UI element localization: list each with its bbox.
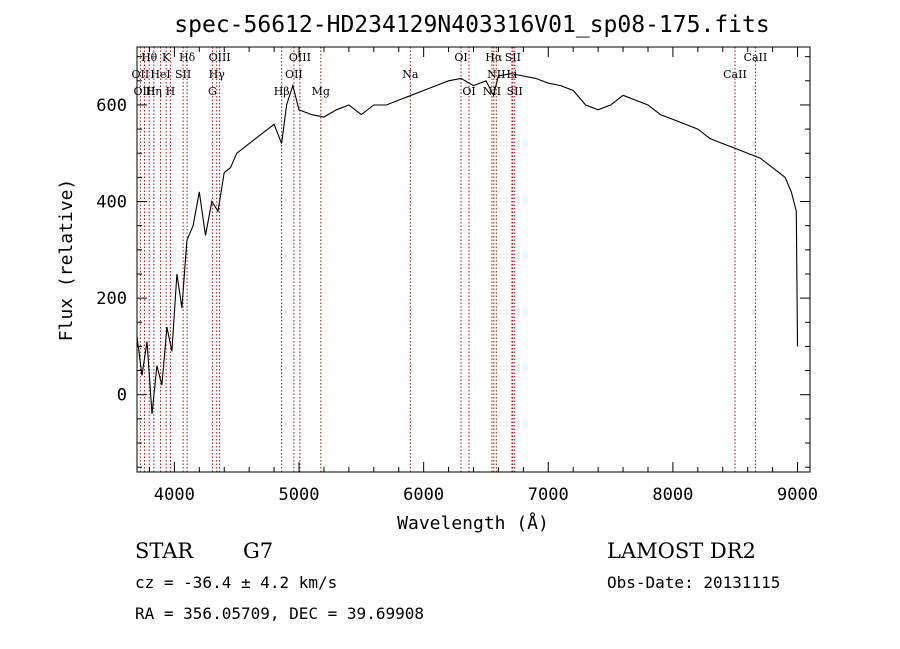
spectral-line-label: OIII [209,51,231,64]
spectral-line-label: Hα [485,51,503,64]
y-tick-label: 0 [117,386,127,406]
spectral-subclass: G7 [243,539,273,563]
spectral-line-label: Li [506,68,517,81]
plot-frame [136,46,811,473]
spectral-line-label: OII [285,68,303,81]
spectral-line-label: HeI [150,68,170,81]
redshift-cz: cz = -36.4 ± 4.2 km/s [135,573,337,592]
x-tick-label: 8000 [652,485,693,505]
x-axis-label: Wavelength (Å) [397,512,549,534]
spectral-line-label: OIII [289,51,311,64]
chart-title: spec-56612-HD234129N403316V01_sp08-175.f… [174,12,769,38]
spectral-line-label: Hδ [179,51,196,64]
spectral-line-label: Mg [312,85,330,98]
spectral-line-label: CaII [723,68,747,81]
spectral-line-label: K [162,51,171,64]
spectral-line-label: OIII [133,85,155,98]
spectral-line-label: SII [505,51,521,64]
spectrum-line [136,73,799,415]
coordinates: RA = 356.05709, DEC = 39.69908 [135,604,424,623]
spectral-line-label: SII [175,68,191,81]
spectral-line-markers [139,47,756,472]
spectral-line-label: Hγ [209,68,226,81]
x-tick-label: 9000 [777,485,818,505]
spectral-line-label: Na [402,68,419,81]
spectral-line-label: OI [454,51,467,64]
x-tick-label: 5000 [279,485,320,505]
y-tick-label: 600 [96,96,127,116]
spectral-line-label: Hη [146,85,162,98]
survey-name: LAMOST DR2 [607,539,756,563]
y-tick-label: 200 [96,289,127,309]
x-tick-label: 6000 [403,485,444,505]
x-axis: 4000 5000 6000 7000 8000 9000 [148,47,818,505]
object-class: STAR [135,539,194,563]
y-axis-label: Flux (relative) [56,179,77,342]
spectral-line-label: G [208,85,217,98]
spectral-line-label: CaII [744,51,768,64]
spectral-line-label: OI [462,85,475,98]
spectral-line-label: H [166,85,176,98]
spectral-line-label: NII [487,68,505,81]
y-tick-label: 400 [96,193,127,213]
spectral-line-label: OII [132,68,150,81]
spectral-line-label: Hβ [274,85,290,98]
y-axis: 0 200 400 600 [96,56,810,468]
observation-date: Obs-Date: 20131115 [607,573,780,592]
x-tick-label: 7000 [528,485,569,505]
x-tick-label: 4000 [154,485,195,505]
spectral-line-label: Hθ [141,51,158,64]
spectral-line-label: SII [507,85,523,98]
